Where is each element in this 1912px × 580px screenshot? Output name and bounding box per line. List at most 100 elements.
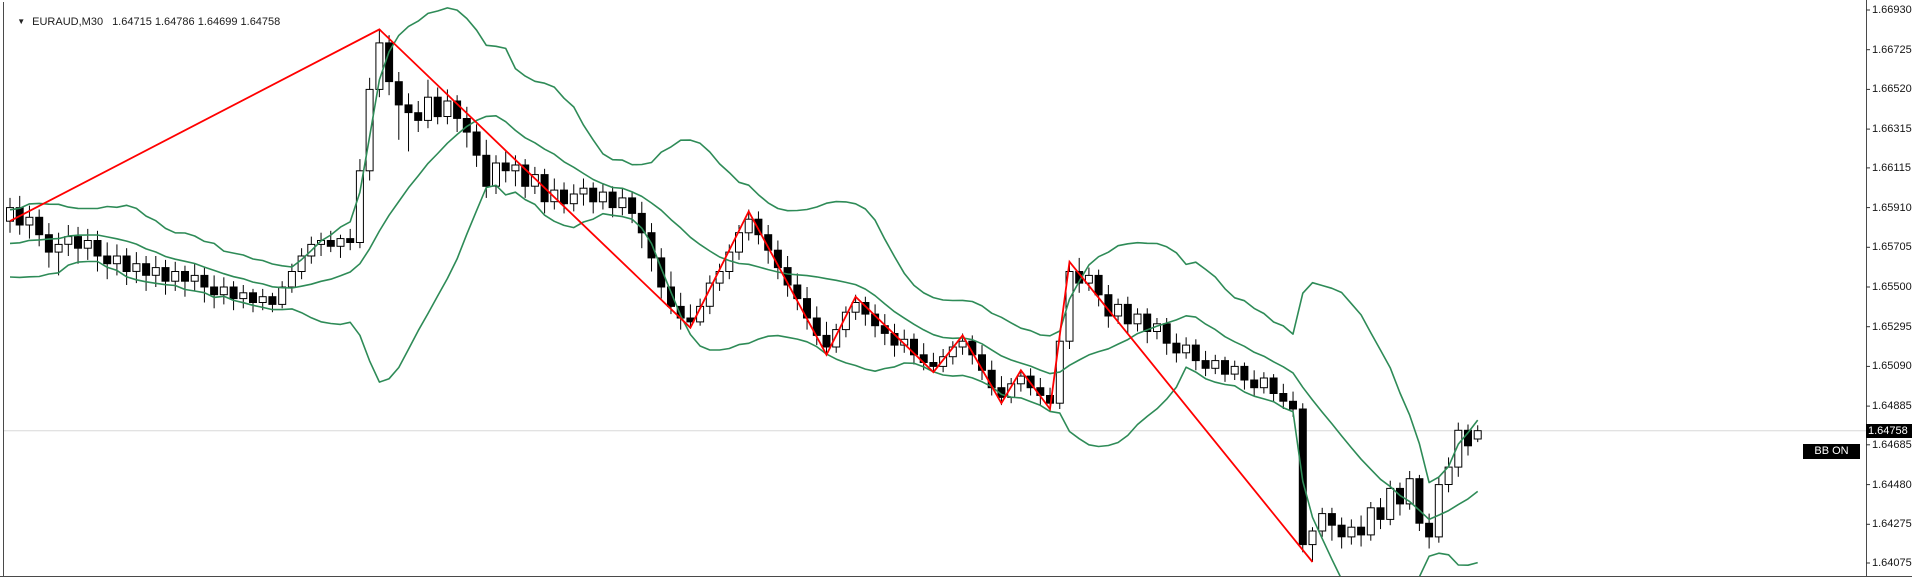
bollinger-middle-line — [9, 115, 1479, 521]
bear-candle-body — [1415, 478, 1424, 524]
bull-candle-body — [1016, 375, 1025, 385]
bull-candle-body — [258, 296, 267, 304]
bull-candle-body — [219, 286, 228, 296]
bull-candle-body — [939, 356, 948, 367]
bear-candle-body — [1201, 360, 1210, 369]
bull-candle-body — [1386, 487, 1395, 520]
bear-candle-body — [501, 162, 510, 172]
bull-candle-body — [569, 193, 578, 205]
bear-candle-body — [1191, 344, 1200, 362]
bull-candle-body — [1434, 484, 1443, 538]
bear-candle-body — [1221, 360, 1229, 375]
bull-candle-body — [287, 271, 296, 288]
bear-candle-body — [74, 236, 82, 249]
bull-candle-body — [375, 42, 384, 90]
bear-candle-body — [608, 191, 617, 209]
bull-candle-body — [64, 236, 73, 245]
bull-candle-body — [355, 170, 364, 243]
bull-candle-body — [598, 191, 607, 203]
bull-candle-body — [1211, 360, 1220, 369]
bb-toggle-button[interactable]: BB ON — [1803, 444, 1860, 459]
bull-candle-body — [1114, 303, 1123, 317]
bear-candle-body — [229, 286, 238, 300]
bear-candle-body — [628, 197, 637, 214]
bear-candle-body — [453, 100, 462, 119]
bull-candle-body — [1065, 271, 1074, 342]
bull-candle-body — [579, 187, 588, 195]
bull-candle-body — [54, 243, 63, 253]
bull-candle-body — [1473, 430, 1482, 440]
bull-candle-body — [1230, 365, 1239, 375]
bull-candle-body — [1133, 313, 1142, 325]
bull-candle-body — [278, 286, 287, 305]
bull-candle-body — [365, 88, 374, 172]
bear-candle-body — [1425, 522, 1434, 538]
bear-candle-body — [472, 131, 481, 156]
bull-candle-body — [618, 197, 627, 209]
bull-candle-body — [1405, 478, 1414, 505]
candles-layer — [6, 29, 1482, 562]
bear-candle-body — [414, 112, 423, 121]
bear-candle-body — [1269, 377, 1278, 394]
bull-candle-body — [511, 164, 520, 172]
symbol-dropdown-icon[interactable]: ▼ — [17, 17, 26, 26]
bull-candle-body — [6, 207, 14, 222]
bear-candle-body — [521, 164, 530, 187]
bull-candle-body — [171, 271, 180, 282]
bull-candle-body — [1259, 377, 1268, 389]
current-price-tag: 1.64758 — [1866, 424, 1912, 438]
bear-candle-body — [35, 216, 44, 236]
bear-candle-body — [1240, 365, 1249, 381]
bear-candle-body — [1094, 274, 1103, 296]
bear-candle-body — [1327, 513, 1336, 526]
bear-candle-body — [1123, 303, 1132, 325]
bull-candle-body — [83, 240, 92, 249]
bull-candle-body — [151, 267, 160, 276]
bear-candle-body — [1357, 526, 1366, 536]
bear-candle-body — [161, 267, 170, 282]
bear-candle-body — [667, 286, 675, 307]
bear-candle-body — [346, 238, 355, 244]
bull-candle-body — [25, 216, 34, 226]
bear-candle-body — [1337, 524, 1346, 538]
bull-candle-body — [492, 162, 500, 187]
bull-candle-body — [1347, 526, 1356, 538]
bear-candle-body — [1162, 323, 1171, 344]
zigzag-line — [9, 28, 1314, 563]
bear-candle-body — [822, 334, 831, 348]
bear-candle-body — [394, 81, 403, 106]
bear-candle-body — [560, 189, 568, 205]
bear-candle-body — [249, 292, 257, 303]
bear-candle-body — [657, 257, 666, 288]
bear-candle-body — [1143, 313, 1152, 333]
bear-candle-body — [754, 218, 763, 236]
bear-candle-body — [404, 104, 413, 114]
bear-candle-body — [910, 338, 918, 356]
bear-candle-body — [637, 212, 646, 234]
bull-candle-body — [1308, 530, 1317, 546]
bear-candle-body — [861, 302, 870, 315]
bull-candle-body — [530, 174, 539, 187]
bull-candle-body — [832, 329, 841, 348]
bollinger-lower-line — [9, 184, 1478, 576]
bull-candle-body — [1454, 429, 1463, 468]
bear-candle-body — [210, 286, 219, 296]
bear-candle-body — [1172, 342, 1181, 354]
bear-candle-body — [433, 96, 442, 118]
bear-candle-body — [200, 274, 209, 288]
bear-candle-body — [268, 296, 277, 305]
bear-candle-body — [142, 263, 151, 276]
bull-candle-body — [958, 340, 967, 348]
bear-candle-body — [929, 362, 938, 367]
bollinger-upper-line — [9, 7, 1479, 484]
bear-candle-body — [326, 240, 335, 247]
bull-candle-body — [190, 274, 199, 282]
bear-candle-body — [181, 271, 189, 282]
bear-candle-body — [1376, 507, 1385, 520]
bull-candle-body — [1084, 274, 1093, 284]
bull-candle-body — [841, 311, 850, 331]
bull-candle-body — [336, 238, 345, 247]
bull-candle-body — [550, 189, 559, 203]
